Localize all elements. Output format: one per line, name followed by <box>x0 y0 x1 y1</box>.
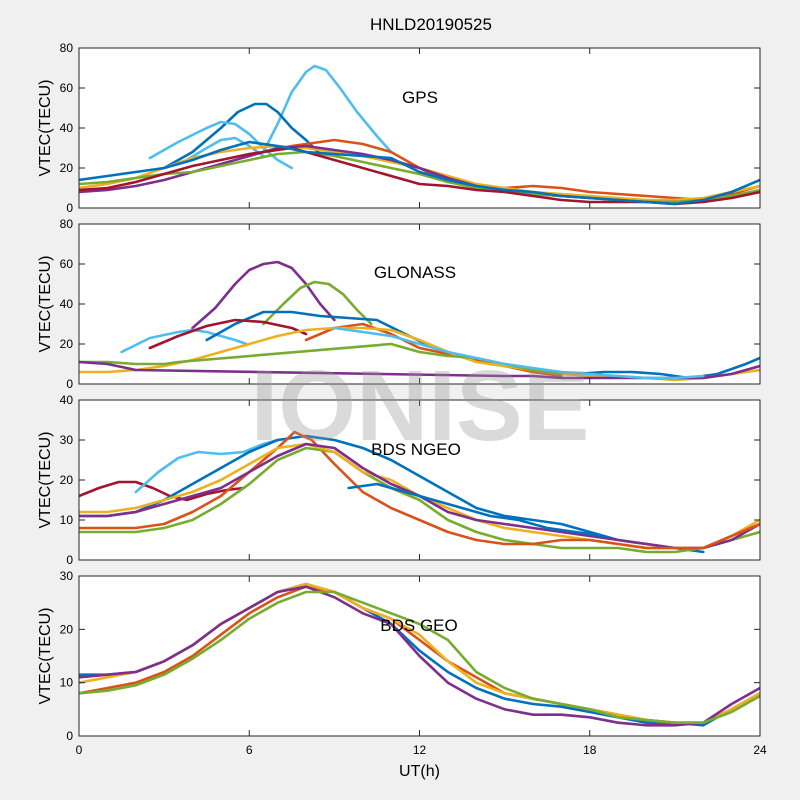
panel-glonass: 0 20 40 60 80 GLONASS VTEC(TECU) <box>37 217 761 391</box>
series-line-8 <box>347 482 606 538</box>
y-tick-label: 80 <box>60 41 74 55</box>
y-tick-label: 60 <box>60 257 74 271</box>
series-line-5 <box>79 446 760 554</box>
series-group <box>79 582 760 727</box>
y-tick-label: 20 <box>60 473 74 487</box>
y-tick-label: 60 <box>60 81 74 95</box>
panel-label: GPS <box>402 88 438 107</box>
y-axis-label: VTEC(TECU) <box>37 256 54 353</box>
x-tick-label: 0 <box>76 743 83 757</box>
series-line-10 <box>333 326 705 380</box>
series-line-5 <box>148 318 308 350</box>
x-tick-label: 6 <box>246 743 253 757</box>
y-tick-label: 10 <box>60 676 74 690</box>
series-line-5 <box>79 590 760 725</box>
y-tick-label: 40 <box>60 297 74 311</box>
panel-label: GLONASS <box>374 263 456 282</box>
panels: 020406080GPSVTEC(TECU)020406080GLONASSVT… <box>37 41 767 780</box>
series-line-2 <box>134 438 279 494</box>
y-tick-label: 40 <box>60 393 74 407</box>
panel-label: BDS NGEO <box>371 440 461 459</box>
plot-area <box>79 400 760 560</box>
watermark: IONISE <box>251 350 590 462</box>
panel-bds-geo: 0 10 20 30 0 6 12 18 24 BDS GEO VTEC(TECU) UT(h) <box>37 569 767 780</box>
series-line-1 <box>262 64 393 154</box>
plot-area <box>79 224 760 384</box>
panel-label: BDS GEO <box>380 616 457 635</box>
series-line-5 <box>276 138 760 202</box>
y-tick-label: 30 <box>60 433 74 447</box>
series-line-3 <box>120 328 248 354</box>
y-tick-label: 0 <box>66 377 73 391</box>
y-axis-label: VTEC(TECU) <box>37 432 54 529</box>
series-line-10 <box>79 140 760 206</box>
series-line-4 <box>79 430 506 546</box>
panel-bds-ngeo: 0 10 20 30 40 BDS NGEO VTEC(TECU) <box>37 393 761 567</box>
series-line-9 <box>503 522 760 550</box>
y-tick-label: 20 <box>60 161 74 175</box>
y-tick-label: 10 <box>60 513 74 527</box>
y-axis-label: VTEC(TECU) <box>37 80 54 177</box>
x-tick-label: 12 <box>413 743 427 757</box>
y-tick-label: 80 <box>60 217 74 231</box>
series-line-4 <box>79 585 760 727</box>
x-tick-label: 18 <box>583 743 597 757</box>
y-tick-label: 20 <box>60 622 74 636</box>
y-axis-label: VTEC(TECU) <box>37 608 54 705</box>
y-tick-label: 40 <box>60 121 74 135</box>
series-line-1 <box>79 480 245 502</box>
figure-title: HNLD20190525 <box>370 15 492 34</box>
series-line-2 <box>262 280 373 326</box>
y-tick-label: 0 <box>66 201 73 215</box>
x-tick-label: 24 <box>753 743 767 757</box>
series-line-2 <box>162 102 322 170</box>
y-tick-label: 0 <box>66 729 73 743</box>
series-group <box>79 430 760 554</box>
x-axis-label: UT(h) <box>399 763 440 780</box>
plot-area <box>79 48 760 208</box>
y-tick-label: 20 <box>60 337 74 351</box>
series-line-1 <box>191 260 336 330</box>
panel-gps: 0 20 40 60 80 GPS VTEC(TECU) <box>37 41 761 215</box>
y-tick-label: 30 <box>60 569 74 583</box>
series-group <box>79 64 760 206</box>
y-tick-label: 0 <box>66 553 73 567</box>
